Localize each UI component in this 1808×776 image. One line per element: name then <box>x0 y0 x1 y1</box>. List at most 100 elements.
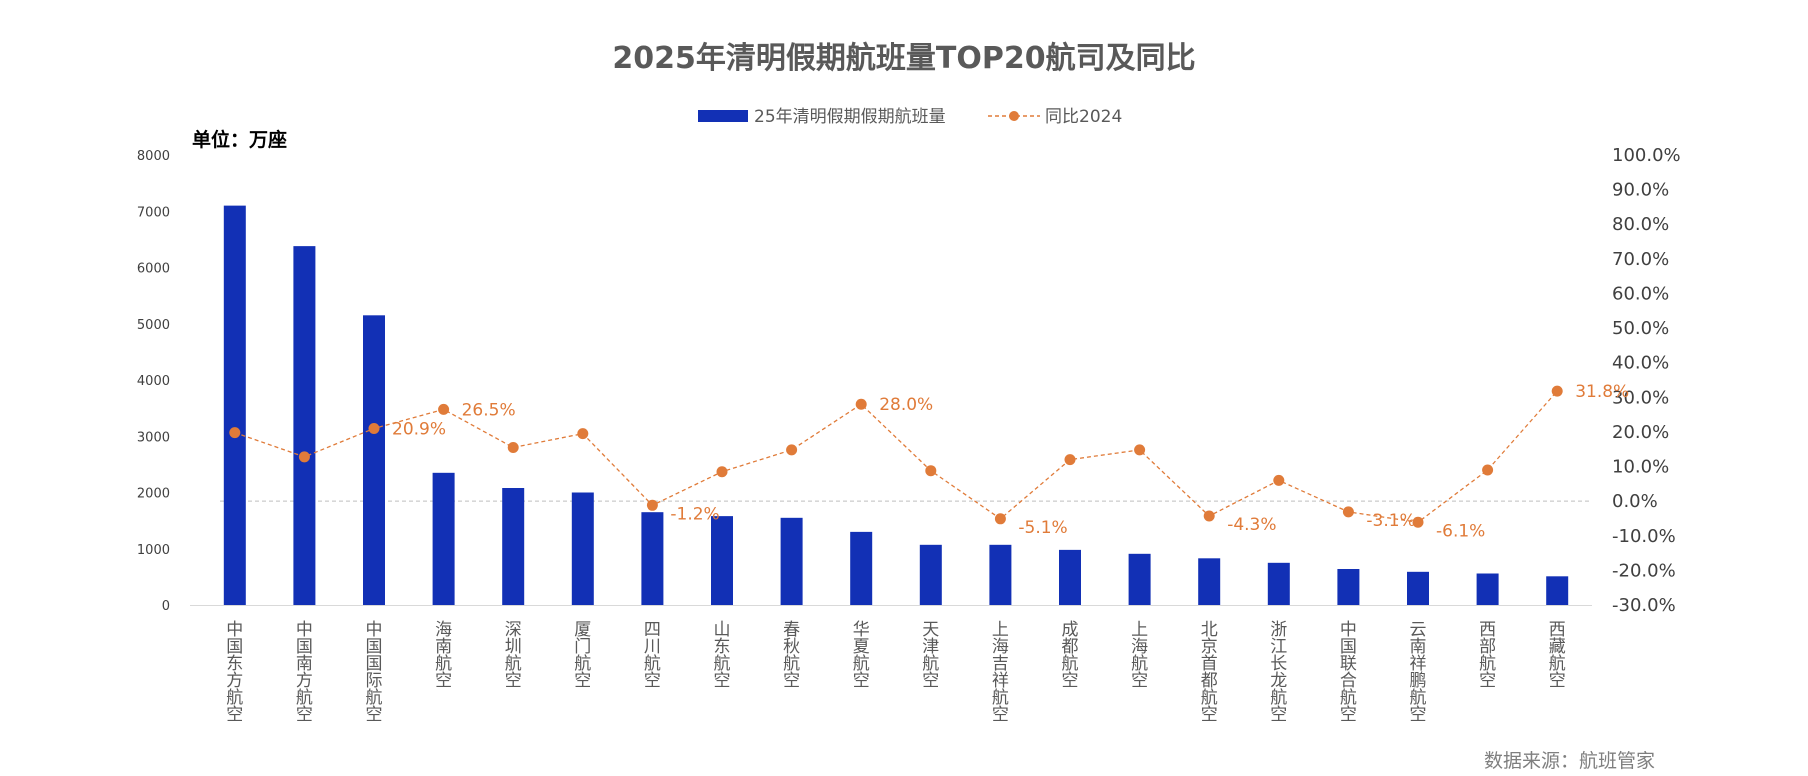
bar <box>293 246 316 605</box>
data-label: -6.1% <box>1436 521 1485 541</box>
yoy-point <box>1064 454 1076 466</box>
x-tick-label: 中国东方航空 <box>226 620 243 725</box>
yoy-point <box>925 465 937 477</box>
left-y-tick: 8000 <box>137 149 170 164</box>
data-label: 31.8% <box>1575 382 1629 402</box>
data-label: -3.1% <box>1366 511 1415 531</box>
right-y-axis: -30.0% -20.0% -10.0% 0.0% 10.0% 20.0% 30.0% 40.… <box>1612 145 1681 616</box>
yoy-point <box>855 398 867 410</box>
x-tick-label: 中国联合航空 <box>1340 620 1357 725</box>
yoy-point <box>646 499 658 511</box>
bar <box>641 512 664 605</box>
yoy-point <box>368 422 380 434</box>
yoy-point <box>507 442 519 453</box>
right-y-tick: 20.0% <box>1612 422 1669 443</box>
right-y-tick: 30.0% <box>1612 387 1669 408</box>
yoy-point <box>786 444 798 456</box>
left-y-tick: 3000 <box>137 430 170 445</box>
yoy-point <box>1482 464 1494 476</box>
left-y-tick: 4000 <box>137 374 170 389</box>
x-tick-label: 西部航空 <box>1479 620 1496 691</box>
x-tick-label: 春秋航空 <box>783 620 800 691</box>
x-tick-label: 西藏航空 <box>1549 620 1566 691</box>
yoy-point <box>438 403 450 415</box>
x-tick-label: 上海航空 <box>1131 620 1148 691</box>
data-label: -1.2% <box>670 504 719 524</box>
data-label: 20.9% <box>392 419 446 439</box>
yoy-point <box>229 427 241 439</box>
data-label: 28.0% <box>879 395 933 415</box>
line-series <box>229 385 1563 528</box>
right-y-tick: -30.0% <box>1612 595 1676 616</box>
right-y-tick: 90.0% <box>1612 180 1669 201</box>
bar <box>1128 553 1151 605</box>
bar <box>223 205 246 605</box>
yoy-point <box>1273 474 1285 486</box>
right-y-tick: 80.0% <box>1612 214 1669 235</box>
bar <box>1267 562 1290 605</box>
left-y-tick: 7000 <box>137 205 170 220</box>
bar <box>1059 549 1081 605</box>
right-y-tick: 50.0% <box>1612 318 1669 339</box>
x-tick-label: 上海吉祥航空 <box>992 620 1009 725</box>
left-y-tick: 5000 <box>137 318 170 333</box>
x-tick-label: 海南航空 <box>435 620 452 691</box>
right-y-tick: 40.0% <box>1612 353 1669 374</box>
bar <box>1337 569 1360 605</box>
data-label: 26.5% <box>462 400 516 420</box>
right-y-tick: 60.0% <box>1612 283 1669 304</box>
left-y-tick: 0 <box>162 599 170 614</box>
legend: 25年清明假期假期航班量 同比2024 <box>698 107 1122 127</box>
yoy-point <box>577 428 589 440</box>
right-y-tick: 70.0% <box>1612 249 1669 270</box>
right-y-tick: -20.0% <box>1612 560 1676 581</box>
bar <box>1407 571 1429 605</box>
bar <box>1198 558 1221 605</box>
legend-line-marker <box>1009 111 1019 121</box>
yoy-point <box>1203 510 1215 522</box>
x-tick-label: 中国国际航空 <box>366 620 383 725</box>
x-tick-label: 云南祥鹏航空 <box>1410 620 1427 725</box>
yoy-line <box>234 390 1558 523</box>
x-tick-label: 中国南方航空 <box>296 620 313 725</box>
unit-label: 单位：万座 <box>192 128 287 151</box>
legend-bar-label: 25年清明假期假期航班量 <box>754 107 946 127</box>
data-label: -4.3% <box>1227 515 1276 535</box>
bar <box>780 517 803 605</box>
yoy-point <box>994 513 1006 525</box>
x-tick-label: 四川航空 <box>644 620 661 691</box>
bar <box>711 516 733 605</box>
x-axis-labels: 中国东方航空 中国南方航空 中国国际航空 海南航空 深圳航空 厦门航空 四川航空 山东航空 春秋… <box>226 620 1565 725</box>
bar-series <box>223 205 1569 605</box>
left-y-tick: 2000 <box>137 487 170 502</box>
bar <box>1546 576 1569 605</box>
right-y-tick: 10.0% <box>1612 457 1669 478</box>
x-tick-label: 天津航空 <box>922 620 939 691</box>
bar <box>363 315 385 605</box>
left-y-tick: 1000 <box>137 543 170 558</box>
right-y-tick: 100.0% <box>1612 145 1681 166</box>
bar <box>1476 573 1499 605</box>
yoy-point <box>298 451 310 463</box>
left-y-tick: 6000 <box>137 262 170 277</box>
x-tick-label: 成都航空 <box>1062 620 1079 691</box>
legend-line-label: 同比2024 <box>1045 107 1122 127</box>
yoy-point <box>716 466 728 478</box>
bar <box>850 531 873 605</box>
bar <box>502 488 525 605</box>
source-note: 数据来源：航班管家 <box>1484 750 1655 772</box>
yoy-point <box>1412 516 1424 528</box>
bar <box>919 544 942 605</box>
bar <box>432 472 455 605</box>
bar <box>989 544 1012 605</box>
left-y-axis: 0 1000 2000 3000 4000 5000 6000 7000 8000 <box>137 149 170 614</box>
yoy-point <box>1551 385 1563 397</box>
data-label: -5.1% <box>1018 518 1067 538</box>
yoy-point <box>1342 506 1354 518</box>
x-tick-label: 北京首都航空 <box>1201 620 1218 725</box>
yoy-point <box>1134 444 1146 456</box>
right-y-tick: -10.0% <box>1612 526 1676 547</box>
right-y-tick: 0.0% <box>1612 491 1658 512</box>
